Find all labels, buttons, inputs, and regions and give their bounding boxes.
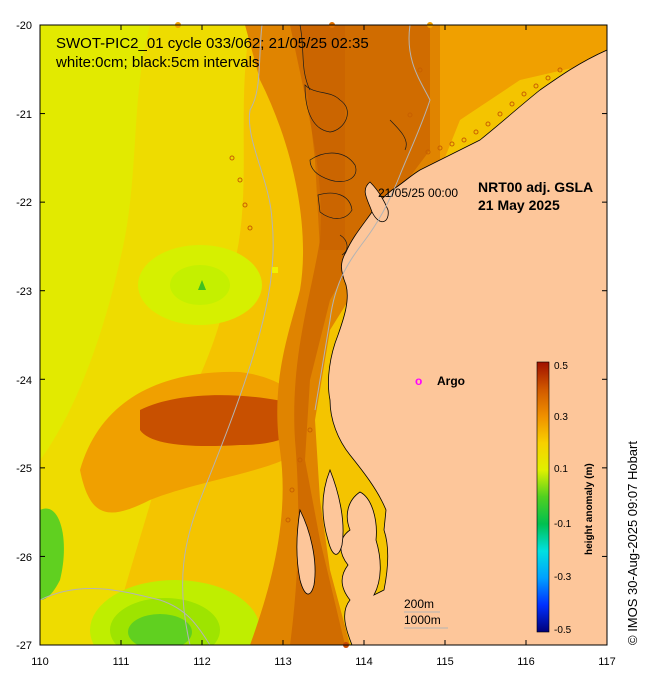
green-triangle-marker — [198, 280, 206, 290]
lon-tick-label: 111 — [113, 656, 130, 668]
map-title-line2: white:0cm; black:5cm intervals — [55, 54, 259, 71]
plot-frame — [39, 24, 608, 646]
lon-tick-label: 114 — [355, 656, 373, 668]
colorbar-ramp — [536, 361, 550, 633]
colorbar-tick-label: 0.1 — [554, 464, 568, 475]
lon-tick-label: 115 — [436, 656, 454, 668]
isobath-200-label: 200m — [404, 597, 434, 611]
lon-tick-label: 117 — [598, 656, 616, 668]
colorbar: 0.5 0.3 0.1 -0.1 -0.3 -0.5 height anomal… — [536, 361, 595, 636]
isobath-1000-label: 1000m — [404, 613, 441, 627]
track-time-label: 21/05/25 00:00 — [378, 186, 458, 200]
lon-tick-label: 116 — [517, 656, 535, 668]
colorbar-tick-label: -0.3 — [554, 572, 572, 583]
product-label-line2: 21 May 2025 — [478, 197, 560, 213]
lon-tick-label: 110 — [31, 656, 49, 668]
product-label-line1: NRT00 adj. GSLA — [478, 179, 593, 195]
map-title-line1: SWOT-PIC2_01 cycle 033/062; 21/05/25 02:… — [56, 35, 369, 52]
lat-tick-label: -26 — [16, 552, 32, 564]
argo-marker: o — [415, 374, 422, 388]
lat-tick-label: -22 — [16, 197, 32, 209]
lat-tick-label: -25 — [16, 463, 32, 475]
yellow-square-marker — [272, 267, 278, 273]
imos-credit: © IMOS 30-Aug-2025 09:07 Hobart — [625, 441, 640, 645]
lon-tick-label: 112 — [193, 656, 211, 668]
lat-tick-label: -20 — [16, 20, 32, 32]
lat-tick-label: -27 — [16, 640, 32, 652]
lon-tick-label: 113 — [274, 656, 292, 668]
colorbar-tick-label: -0.5 — [554, 625, 572, 636]
isobath-lines — [40, 25, 431, 645]
lat-tick-label: -21 — [16, 109, 32, 121]
tick-marks — [39, 24, 608, 646]
lon-tick-labels: 110 111 112 113 114 115 116 117 — [31, 656, 616, 668]
colorbar-tick-label: 0.3 — [554, 412, 568, 423]
lat-tick-label: -24 — [16, 375, 32, 387]
colorbar-title: height anomaly (m) — [584, 463, 595, 555]
track-markers — [229, 67, 563, 523]
colorbar-tick-label: -0.1 — [554, 519, 572, 530]
lat-tick-labels: -20 -21 -22 -23 -24 -25 -26 -27 — [16, 20, 32, 652]
colorbar-tick-label: 0.5 — [554, 361, 568, 372]
argo-label: Argo — [437, 374, 465, 388]
lat-tick-label: -23 — [16, 286, 32, 298]
contour-lines — [299, 25, 407, 256]
